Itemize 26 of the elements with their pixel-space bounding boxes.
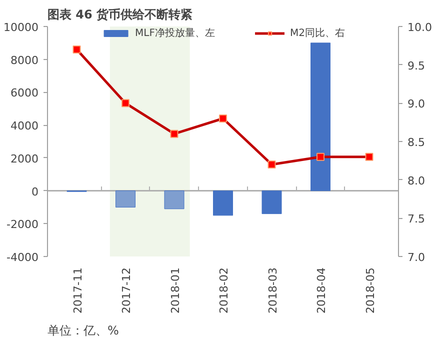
y-tick-label: 10000 xyxy=(4,21,39,34)
y-tick-label: 6000 xyxy=(10,86,39,100)
x-tick-label: 2018-02 xyxy=(218,267,230,314)
y-tick-label: 8000 xyxy=(10,54,39,67)
y2-tick-label: 8.0 xyxy=(408,174,425,188)
x-tick-label: 2017-11 xyxy=(71,267,84,314)
y-tick-label: 0 xyxy=(32,185,38,198)
x-tick-label: 2018-05 xyxy=(364,267,377,314)
y-tick-label: 4000 xyxy=(10,120,39,133)
y2-tick-label: 7.5 xyxy=(408,212,425,226)
y-tick-label: -4000 xyxy=(6,251,39,264)
y-tick-label: -2000 xyxy=(6,218,39,232)
x-tick-label: 2018-03 xyxy=(266,267,280,314)
x-tick-label: 2018-01 xyxy=(168,267,182,314)
chart-title: 图表 46 货币供给不断转紧 xyxy=(48,8,193,22)
y2-tick-label: 10.0 xyxy=(408,21,432,34)
y2-tick-label: 8.5 xyxy=(408,136,425,149)
y2-tick-label: 9.5 xyxy=(408,59,425,72)
y-tick-label: 2000 xyxy=(10,152,39,166)
y2-tick-label: 7.0 xyxy=(408,251,425,264)
text: 单位：亿、% xyxy=(48,324,119,338)
legend-label: M2同比、右 xyxy=(290,26,345,40)
y2-tick-label: 9.0 xyxy=(408,98,425,111)
legend-label: MLF净投放量、左 xyxy=(135,26,215,40)
x-tick-label: 2018-04 xyxy=(315,267,328,314)
x-tick-label: 2017-12 xyxy=(120,267,133,314)
